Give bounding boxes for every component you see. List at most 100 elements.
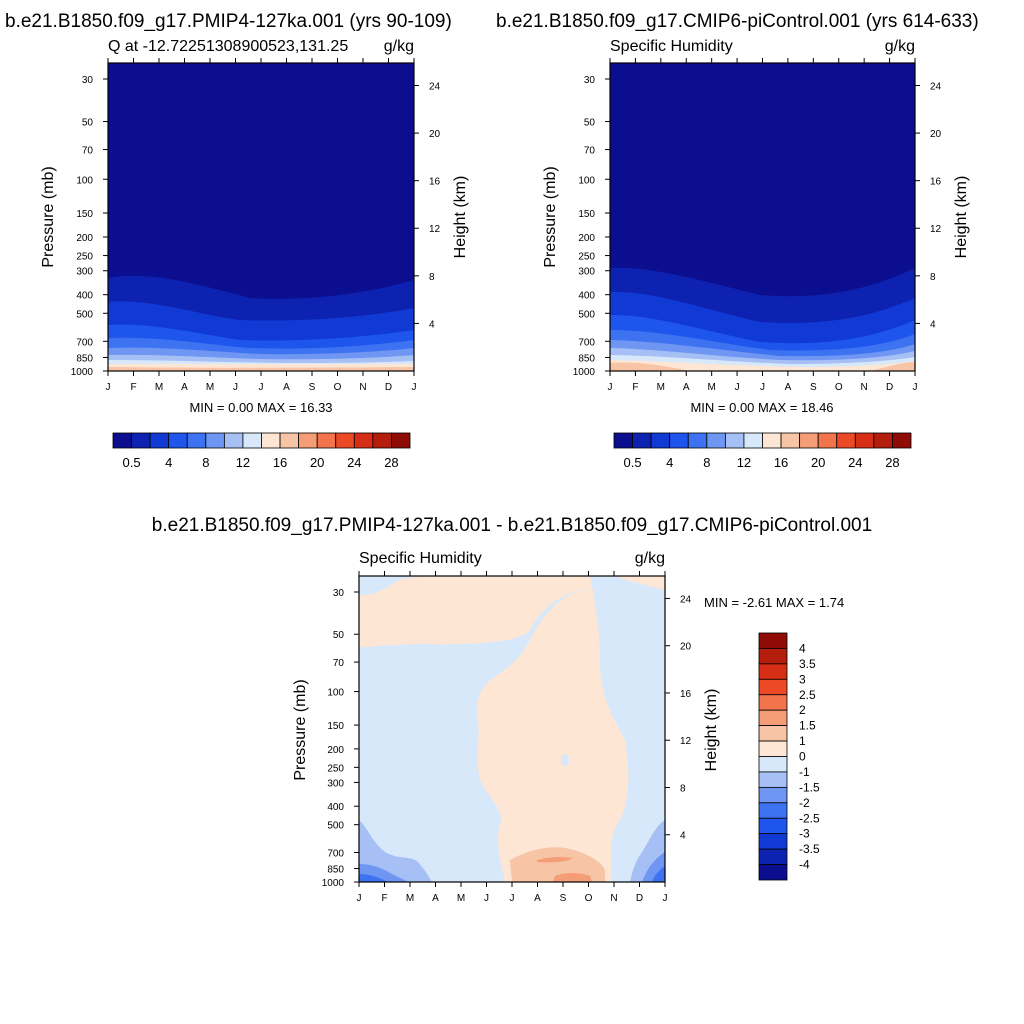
colorbar-swatch xyxy=(298,432,318,449)
colorbar-swatch xyxy=(762,432,782,449)
y-tick-label: 850 xyxy=(76,353,93,364)
colorbar-swatch xyxy=(335,432,355,449)
y-tick-label: 150 xyxy=(327,721,344,732)
colorbar-swatch xyxy=(873,432,893,449)
colorbar-swatch xyxy=(168,432,188,449)
y2-tick-label: 8 xyxy=(429,272,435,283)
right-axes: J F M A M J J A S O N D J 30 50 70 100 150 200 250 300 400 500… xyxy=(573,58,942,393)
x-tick-label: J xyxy=(106,382,111,393)
x-tick-label: D xyxy=(886,382,893,393)
colorbar-label: 28 xyxy=(885,455,899,470)
diff-plot-title: Specific Humidity xyxy=(359,550,482,567)
x-tick-label: F xyxy=(381,893,387,904)
x-tick-label: J xyxy=(913,382,918,393)
y-tick-label: 30 xyxy=(584,75,596,86)
diff-contour-field xyxy=(359,576,665,882)
colorbar-swatch xyxy=(706,432,726,449)
y2-tick-label: 16 xyxy=(680,689,692,700)
y2-tick-label: 16 xyxy=(429,177,441,188)
x-tick-label: J xyxy=(760,382,765,393)
x-tick-label: J xyxy=(357,893,362,904)
x-tick-label: F xyxy=(632,382,638,393)
colorbar-swatch xyxy=(743,432,763,449)
y2-tick-label: 12 xyxy=(930,224,942,235)
y2-tick-label: 8 xyxy=(680,783,686,794)
x-tick-label: N xyxy=(861,382,868,393)
y-tick-label: 150 xyxy=(578,209,595,220)
x-tick-label: S xyxy=(309,382,316,393)
y-tick-label: 300 xyxy=(327,778,344,789)
colorbar-label: 16 xyxy=(774,455,788,470)
y-tick-label: 50 xyxy=(584,118,596,129)
colorbar-swatch xyxy=(758,817,788,835)
y-tick-label: 250 xyxy=(327,763,344,774)
colorbar-swatch xyxy=(758,632,788,649)
colorbar-swatch xyxy=(817,432,838,449)
colorbar-swatch xyxy=(669,432,689,449)
right-case-title: b.e21.B1850.f09_g17.CMIP6-piControl.001 … xyxy=(496,11,979,32)
colorbar-swatch xyxy=(205,432,225,449)
colorbar-swatch xyxy=(854,432,875,449)
y-tick-label: 100 xyxy=(327,688,344,699)
y2-tick-label: 16 xyxy=(930,177,942,188)
x-tick-label: M xyxy=(206,382,214,393)
colorbar-label: 12 xyxy=(236,455,250,470)
y-tick-label: 70 xyxy=(333,658,345,669)
colorbar-label: 4 xyxy=(666,455,673,470)
colorbar-swatch xyxy=(892,432,912,449)
colorbar-label: 1 xyxy=(799,734,806,748)
colorbar-label: 16 xyxy=(273,455,287,470)
colorbar-swatch xyxy=(836,432,856,449)
y2-tick-label: 12 xyxy=(680,736,692,747)
y-tick-label: 300 xyxy=(76,267,93,278)
colorbar-swatch xyxy=(131,432,151,449)
y-tick-label: 30 xyxy=(82,75,94,86)
colorbar-swatch xyxy=(242,432,262,449)
diff-colorbar: 4 3.53 2.52 1.51 0-1-1.5 -2-2.5 -3-3.5 -4 xyxy=(758,632,820,881)
colorbar-label: 12 xyxy=(737,455,751,470)
colorbar-swatch xyxy=(758,663,788,680)
y-tick-label: 700 xyxy=(76,337,93,348)
colorbar-swatch xyxy=(223,432,244,449)
colorbar-swatch xyxy=(149,432,170,449)
y-tick-label: 400 xyxy=(578,291,595,302)
right-contour-field xyxy=(610,63,915,371)
x-tick-label: D xyxy=(385,382,392,393)
x-tick-label: A xyxy=(283,382,290,393)
colorbar-label: 2 xyxy=(799,703,806,717)
colorbar-swatch xyxy=(758,740,788,757)
colorbar-label: 28 xyxy=(384,455,398,470)
diff-panel: b.e21.B1850.f09_g17.PMIP4-127ka.001 - b.… xyxy=(152,515,872,904)
x-tick-label: F xyxy=(130,382,136,393)
colorbar-swatch xyxy=(758,678,788,696)
colorbar-swatch xyxy=(391,432,411,449)
y2-tick-label: 20 xyxy=(680,642,692,653)
y-tick-label: 500 xyxy=(578,309,595,320)
y-tick-label: 500 xyxy=(327,821,344,832)
colorbar-label: 24 xyxy=(347,455,361,470)
y-tick-label: 70 xyxy=(584,146,596,157)
left-colorbar: 0.5 4 8 12 16 20 24 28 xyxy=(112,432,411,470)
x-tick-label: M xyxy=(155,382,163,393)
diff-y-label: Pressure (mb) xyxy=(292,679,309,780)
colorbar-label: 0.5 xyxy=(123,455,141,470)
y-tick-label: 150 xyxy=(76,209,93,220)
x-tick-label: N xyxy=(359,382,366,393)
y-tick-label: 250 xyxy=(76,252,93,263)
x-tick-label: A xyxy=(683,382,690,393)
left-stats: MIN = 0.00 MAX = 16.33 xyxy=(189,400,332,415)
colorbar-swatch xyxy=(758,725,788,742)
colorbar-swatch xyxy=(758,648,788,665)
y2-tick-label: 4 xyxy=(680,831,686,842)
colorbar-swatch xyxy=(799,432,819,449)
x-tick-label: J xyxy=(412,382,417,393)
y-tick-label: 200 xyxy=(327,745,344,756)
colorbar-label: 24 xyxy=(848,455,862,470)
x-tick-label: O xyxy=(835,382,843,393)
diff-case-title: b.e21.B1850.f09_g17.PMIP4-127ka.001 - b.… xyxy=(152,515,872,536)
colorbar-swatch xyxy=(687,432,708,449)
colorbar-swatch xyxy=(632,432,652,449)
x-tick-label: A xyxy=(534,893,541,904)
y2-tick-label: 24 xyxy=(429,81,441,92)
x-tick-label: N xyxy=(610,893,617,904)
